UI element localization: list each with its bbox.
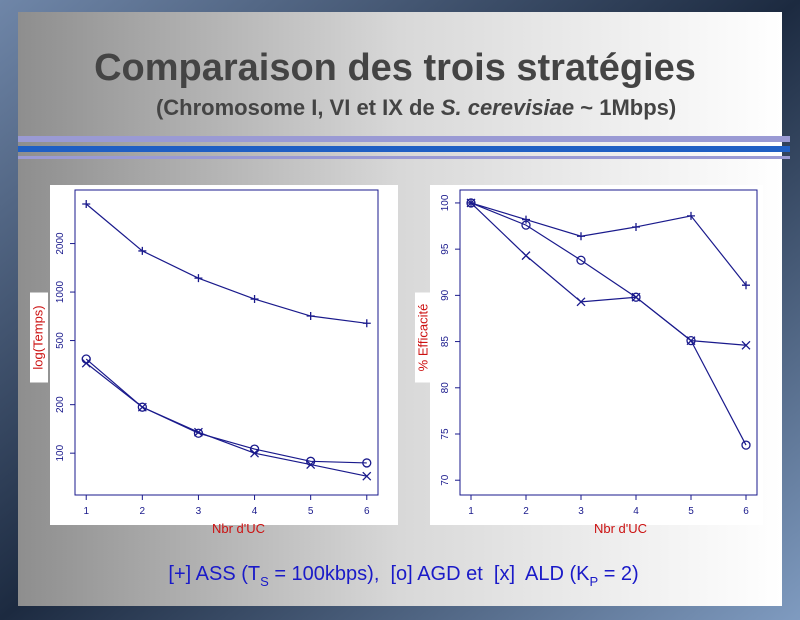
- y-tick-label: 100: [55, 444, 66, 461]
- subtitle-part: S. cerevisiae: [441, 95, 574, 120]
- point-marker: [521, 251, 531, 261]
- chart-panel: [50, 185, 398, 525]
- y-tick-label: 90: [440, 289, 451, 301]
- y-tick-label: 200: [55, 396, 66, 413]
- caption-part: [+] ASS (T: [168, 563, 260, 585]
- point-marker: [81, 358, 91, 368]
- y-axis-label-bg: [415, 292, 433, 383]
- plot-frame: [459, 189, 758, 496]
- y-tick-label: 95: [440, 243, 451, 255]
- point-marker: [82, 200, 91, 209]
- caption-part: = 100kbps), [o] AGD et [x] ALD (K: [269, 563, 590, 585]
- x-tick-label: 3: [196, 506, 202, 517]
- x-tick-label: 5: [308, 506, 314, 517]
- x-tick-label: 2: [523, 506, 529, 517]
- x-tick-label: 4: [633, 506, 639, 517]
- point-marker: [193, 427, 203, 437]
- point-marker: [137, 402, 147, 412]
- x-tick-label: 3: [578, 506, 584, 517]
- subtitle: (Chromosome I, VI et IX de S. cerevisiae…: [125, 95, 694, 120]
- point-marker: [521, 220, 531, 230]
- point-marker: [576, 255, 586, 265]
- y-tick-label: 80: [440, 382, 451, 394]
- stripe: [18, 146, 790, 152]
- x-tick-label: 2: [140, 506, 146, 517]
- series-line: [470, 202, 747, 286]
- x-tick-label: 6: [743, 506, 749, 517]
- plot-frame: [74, 189, 379, 496]
- point-marker: [522, 215, 530, 224]
- x-tick-label: 1: [468, 506, 474, 517]
- point-marker: [741, 440, 751, 450]
- x-tick-label: 1: [83, 506, 89, 517]
- point-marker: [194, 274, 203, 283]
- series-line: [470, 202, 747, 446]
- caption-part: P: [589, 574, 598, 589]
- caption-part: S: [260, 574, 269, 589]
- y-tick-label: 500: [55, 332, 66, 349]
- x-tick-label: 4: [252, 506, 258, 517]
- y-axis-label: log(Temps): [30, 305, 45, 369]
- y-tick-label: 1000: [55, 280, 66, 303]
- point-marker: [137, 402, 147, 412]
- point-marker: [362, 319, 371, 328]
- chart-panel: [430, 185, 763, 525]
- point-marker: [466, 198, 476, 208]
- point-marker: [631, 292, 641, 302]
- x-axis-label: Nbr d'UC: [212, 521, 265, 536]
- point-marker: [306, 312, 315, 321]
- subtitle-part: ~ 1Mbps): [574, 95, 676, 120]
- caption: [+] ASS (TS = 100kbps), [o] AGD et [x] A…: [141, 563, 656, 589]
- y-tick-label: 100: [440, 194, 451, 211]
- stripe: [18, 136, 790, 142]
- x-tick-label: 6: [364, 506, 370, 517]
- y-tick-label: 2000: [55, 232, 66, 255]
- subtitle-part: (Chromosome I, VI et IX de: [156, 95, 441, 120]
- series-line: [85, 362, 367, 477]
- x-tick-label: 5: [688, 506, 694, 517]
- point-marker: [250, 448, 260, 458]
- series-line: [85, 203, 367, 324]
- point-marker: [576, 297, 586, 307]
- point-marker: [687, 211, 695, 220]
- point-marker: [686, 336, 696, 346]
- y-axis-label-bg: [30, 292, 48, 383]
- title: Comparaison des trois stratégies: [94, 47, 696, 89]
- point-marker: [306, 460, 316, 470]
- point-marker: [362, 471, 372, 481]
- x-axis-label: Nbr d'UC: [594, 521, 647, 536]
- point-marker: [466, 198, 476, 208]
- point-marker: [362, 458, 372, 468]
- stripe: [18, 156, 790, 159]
- y-tick-label: 85: [440, 336, 451, 348]
- point-marker: [632, 222, 640, 231]
- point-marker: [250, 295, 259, 304]
- point-marker: [742, 281, 750, 290]
- y-tick-label: 70: [440, 474, 451, 486]
- point-marker: [138, 246, 147, 255]
- point-marker: [741, 340, 751, 350]
- caption-part: = 2): [598, 563, 639, 585]
- series-line: [470, 202, 747, 346]
- y-axis-label: % Efficacité: [415, 304, 430, 372]
- point-marker: [577, 232, 585, 241]
- y-tick-label: 75: [440, 428, 451, 440]
